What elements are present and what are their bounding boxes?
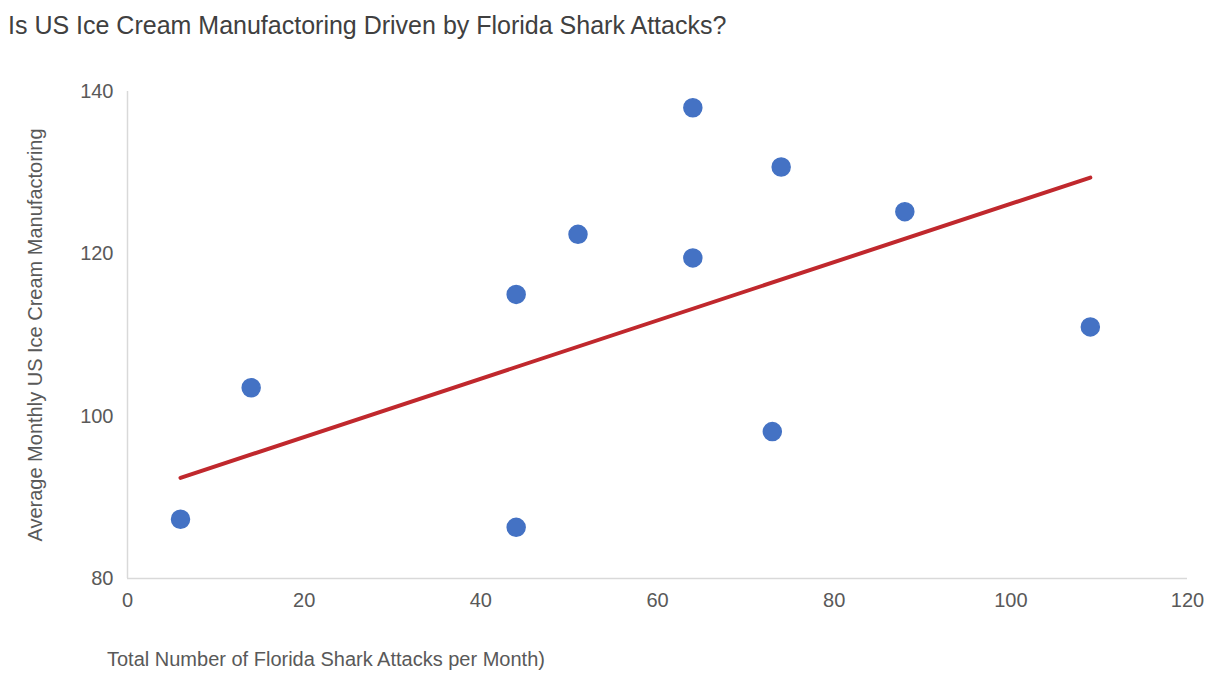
- svg-text:120: 120: [80, 242, 113, 264]
- svg-text:100: 100: [80, 405, 113, 427]
- svg-text:0: 0: [122, 589, 133, 611]
- svg-text:100: 100: [994, 589, 1027, 611]
- svg-text:Average Monthly US Ice Cream M: Average Monthly US Ice Cream Manufactori…: [24, 128, 46, 541]
- svg-text:140: 140: [80, 80, 113, 102]
- svg-text:120: 120: [1171, 589, 1204, 611]
- html-text:Is US Ice Cream Manufactoring: Is US Ice Cream Manufactoring Driven by …: [8, 11, 727, 39]
- svg-text:80: 80: [91, 567, 113, 589]
- svg-text:20: 20: [293, 589, 315, 611]
- svg-text:60: 60: [646, 589, 668, 611]
- html-text:Total Number of Florida Shark: Total Number of Florida Shark Attacks pe…: [107, 648, 545, 670]
- svg-text:40: 40: [470, 589, 492, 611]
- svg-text:80: 80: [823, 589, 845, 611]
